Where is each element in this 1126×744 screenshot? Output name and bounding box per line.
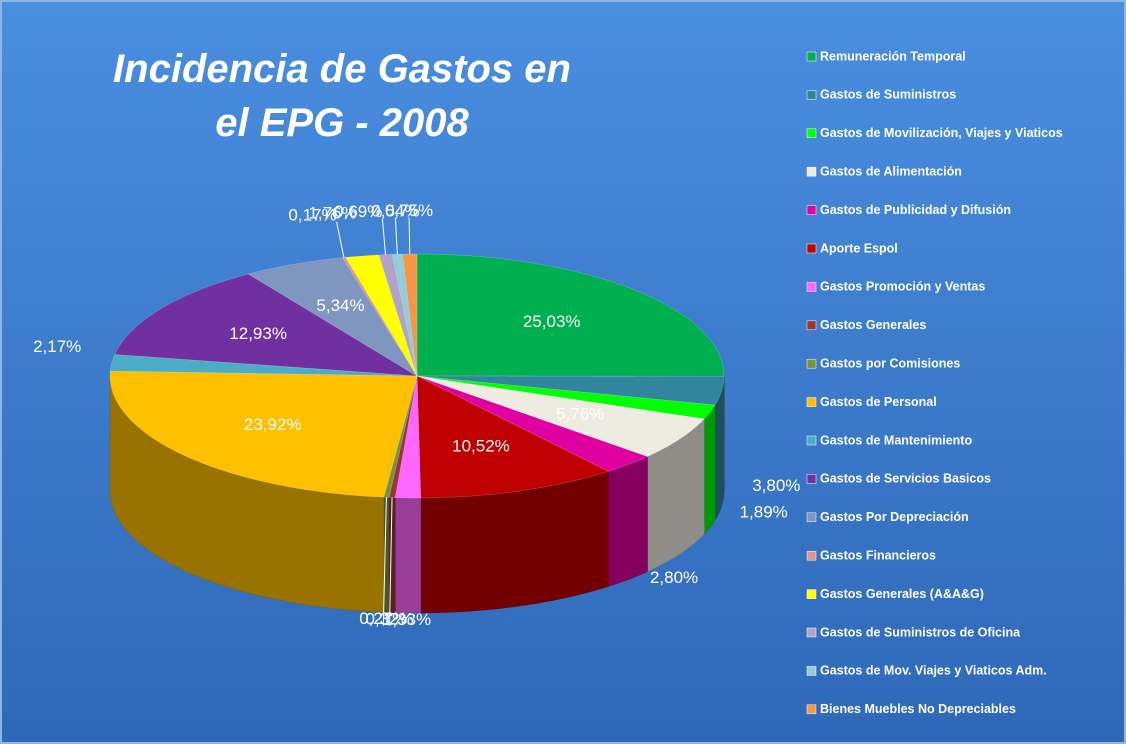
legend-label: Gastos de Personal — [820, 395, 937, 409]
leader-line — [389, 497, 393, 627]
legend-swatch — [806, 589, 817, 599]
data-label: 1,76% — [308, 203, 356, 222]
legend-label: Aporte Espol — [820, 241, 898, 255]
data-label: 0,27% — [359, 609, 407, 628]
legend-label: Gastos Generales (A&A&G) — [820, 587, 984, 601]
pie-slice — [416, 375, 716, 420]
data-label: 10,52% — [452, 437, 510, 456]
legend-swatch — [806, 205, 817, 215]
legend-swatch — [806, 166, 817, 177]
pie-slice — [109, 354, 418, 377]
legend-swatch — [806, 282, 817, 292]
pie-slice — [416, 253, 725, 377]
pie-slice — [402, 253, 418, 377]
legend-label: Gastos Por Depreciación — [820, 510, 969, 524]
leader-line — [382, 497, 387, 626]
data-label: 23,92% — [244, 415, 302, 434]
legend-swatch — [806, 627, 817, 638]
data-label: 1,33% — [383, 610, 431, 629]
legend-swatch — [806, 704, 817, 715]
pie-side — [608, 456, 648, 587]
data-label: 0,69% — [334, 202, 382, 221]
legend-swatch — [806, 51, 817, 62]
legend-label: Remuneración Temporal — [820, 49, 966, 63]
legend-label: Gastos Generales — [820, 318, 926, 332]
data-label: 12,93% — [229, 324, 287, 343]
pie-slice — [109, 370, 418, 498]
pie-slice — [114, 273, 418, 377]
legend-label: Gastos de Mantenimiento — [820, 433, 972, 447]
legend-label: Gastos Promoción y Ventas — [820, 280, 985, 294]
data-label: 0,32% — [365, 609, 413, 628]
data-label: 0,17% — [288, 205, 336, 224]
pie-side — [394, 497, 422, 614]
pie-side — [704, 404, 716, 535]
pie-slice — [247, 257, 418, 377]
data-label: 3,80% — [752, 476, 800, 495]
legend-swatch — [806, 435, 817, 446]
legend-swatch — [806, 474, 817, 484]
pie-slice — [394, 375, 422, 499]
legend-label: Gastos de Alimentación — [820, 164, 962, 178]
legend-label: Gastos de Suministros — [820, 88, 956, 102]
pie-slice — [416, 375, 705, 457]
data-label: 0,54% — [371, 201, 419, 220]
data-label: 5,34% — [316, 296, 364, 315]
legend-swatch — [806, 550, 817, 561]
legend-swatch — [806, 512, 817, 523]
data-label: 2,17% — [33, 337, 81, 356]
data-label: 0,75% — [385, 201, 433, 220]
legend-label: Bienes Muebles No Depreciables — [820, 702, 1016, 716]
legend-swatch — [806, 397, 817, 407]
legend-label: Gastos de Mov. Viajes y Viaticos Adm. — [820, 664, 1047, 678]
legend-label: Gastos de Movilización, Viajes y Viatico… — [820, 126, 1063, 140]
legend-label: Gastos de Servicios Basicos — [820, 472, 991, 486]
leader-line — [381, 218, 387, 255]
pie-slice — [416, 375, 649, 472]
data-label: 25,03% — [523, 312, 581, 331]
legend-label: Gastos de Publicidad y Difusión — [820, 203, 1011, 217]
data-label: 1,89% — [740, 503, 788, 522]
leader-line — [394, 217, 398, 255]
pie-slice — [345, 254, 418, 377]
legend-swatch — [806, 358, 817, 369]
data-label: 2,80% — [650, 568, 698, 587]
legend-swatch — [806, 243, 817, 254]
legend-label: Gastos de Suministros de Oficina — [820, 625, 1021, 639]
leader-line — [336, 221, 345, 258]
legend-swatch — [806, 90, 817, 100]
pie-slice — [416, 375, 610, 499]
legend-swatch — [806, 320, 817, 331]
legend-label: Gastos Financieros — [820, 548, 936, 562]
legend-label: Gastos por Comisiones — [820, 356, 960, 370]
data-label: 5,76% — [556, 404, 604, 423]
leader-line — [408, 217, 411, 255]
legend-swatch — [806, 666, 817, 676]
chart-title: Incidencia de Gastos en el EPG - 2008 — [113, 47, 571, 145]
pie-slice — [416, 375, 725, 406]
legend-swatch — [806, 128, 817, 139]
